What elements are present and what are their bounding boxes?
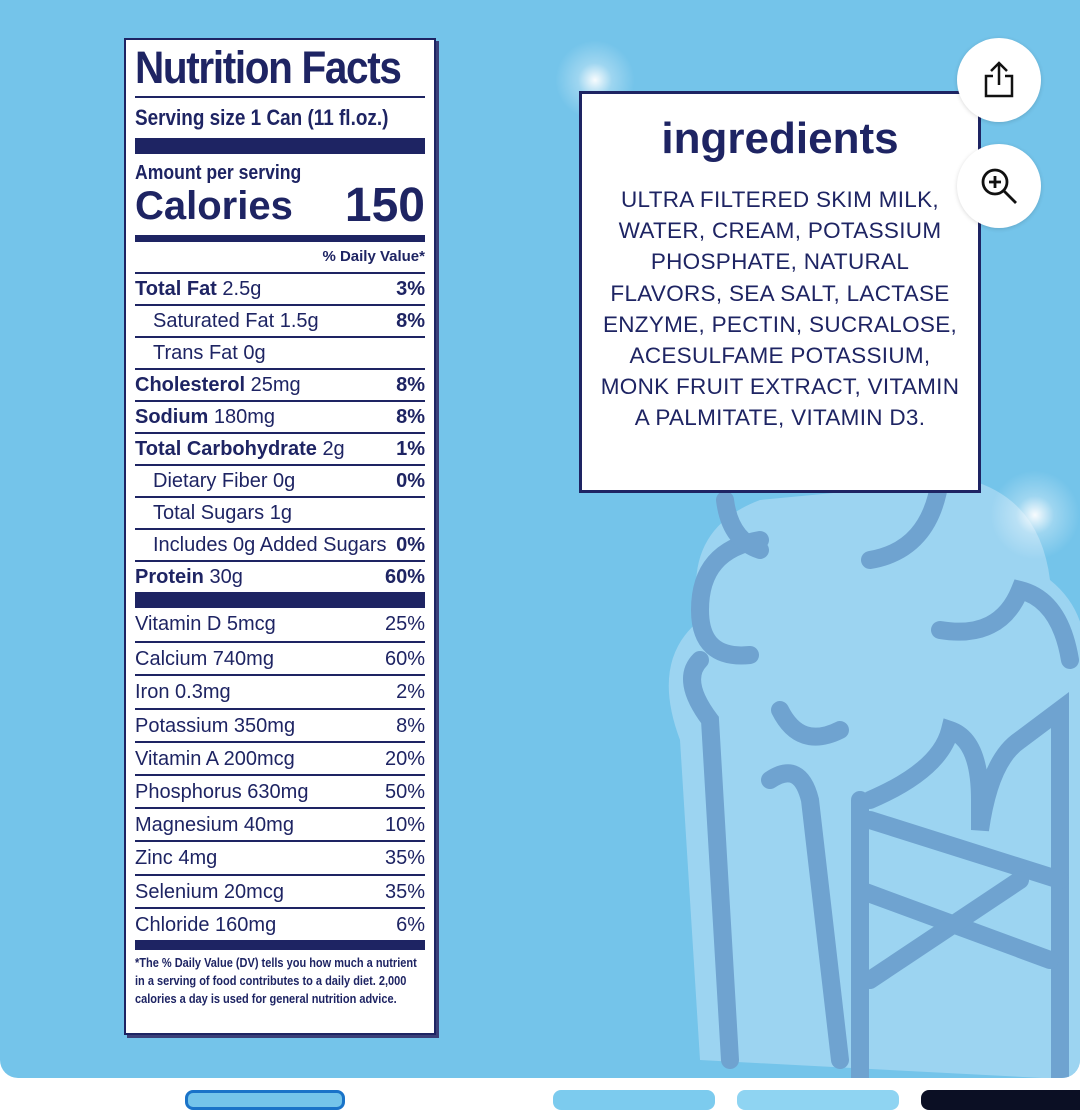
nutrient-percent: 8%	[396, 374, 425, 396]
share-icon	[984, 61, 1014, 98]
nutrient-row: Total Fat 2.5g 3%	[135, 272, 425, 304]
daily-value-header: % Daily Value*	[322, 248, 425, 265]
vitamin-percent: 35%	[384, 880, 425, 903]
nutrient-row: Total Carbohydrate 2g 1%	[135, 432, 425, 464]
calories-value: 150	[344, 179, 425, 232]
vitamin-percent: 50%	[384, 780, 425, 803]
nutrition-facts-title: Nutrition Facts	[135, 42, 402, 93]
nutrient-name: Includes 0g Added Sugars	[153, 534, 387, 556]
nutrient-name: Sodium 180mg	[135, 406, 276, 428]
vitamin-name: Magnesium 40mg	[135, 814, 294, 837]
vitamin-name: Calcium 740mg	[135, 648, 274, 671]
vitamin-percent: 6%	[396, 913, 425, 936]
nutrient-name: Dietary Fiber 0g	[153, 470, 296, 492]
share-button[interactable]	[957, 38, 1041, 122]
nutrient-name: Total Fat 2.5g	[135, 278, 262, 300]
vitamin-name: Chloride 160mg	[135, 913, 277, 936]
calories-label: Calories	[135, 184, 293, 228]
vitamin-row: Calcium 740mg 60%	[135, 641, 425, 674]
serving-size: Serving size 1 Can (11 fl.oz.)	[135, 105, 389, 130]
nutrient-row: Total Sugars 1g	[135, 496, 425, 528]
nutrient-row: Includes 0g Added Sugars 0%	[135, 528, 425, 560]
nutrient-percent: 0%	[396, 470, 425, 492]
vitamin-percent: 20%	[384, 747, 425, 770]
nutrition-facts-label: Nutrition Facts Serving size 1 Can (11 f…	[124, 38, 436, 1035]
nutrient-row: Sodium 180mg 8%	[135, 400, 425, 432]
vitamin-percent: 2%	[396, 681, 425, 704]
vitamin-name: Potassium 350mg	[135, 714, 296, 737]
vitamin-row: Vitamin D 5mcg 25%	[135, 608, 425, 641]
ingredients-panel: ingredients ULTRA FILTERED SKIM MILK, WA…	[579, 91, 981, 493]
vitamin-name: Vitamin A 200mcg	[135, 747, 295, 770]
vitamin-name: Iron 0.3mg	[135, 681, 231, 704]
nutrient-name: Saturated Fat 1.5g	[153, 310, 319, 332]
nutrient-row: Protein 30g 60%	[135, 560, 425, 592]
nutrient-name: Total Sugars 1g	[153, 502, 292, 524]
ice-cream-illustration	[668, 471, 1080, 1078]
product-image: Nutrition Facts Serving size 1 Can (11 f…	[0, 0, 1080, 1078]
nutrient-name: Total Carbohydrate 2g	[135, 438, 345, 460]
zoom-in-icon	[981, 168, 1017, 204]
calories-row: Calories 150	[135, 179, 425, 235]
vitamin-row: Vitamin A 200mcg 20%	[135, 740, 425, 774]
vitamin-percent: 10%	[384, 814, 425, 837]
thumbnail[interactable]	[185, 1090, 345, 1110]
vitamin-row: Phosphorus 630mg 50%	[135, 773, 425, 807]
vitamin-percent: 60%	[384, 648, 425, 671]
nutrient-percent: 0%	[396, 534, 425, 556]
vitamin-name: Selenium 20mcg	[135, 880, 284, 903]
vitamin-percent: 8%	[396, 714, 425, 737]
nutrient-name: Cholesterol 25mg	[135, 374, 301, 396]
vitamin-row: Chloride 160mg 6%	[135, 906, 425, 940]
amount-per-serving: Amount per serving	[135, 162, 302, 184]
thumbnail[interactable]	[921, 1090, 1080, 1110]
footnote: *The % Daily Value (DV) tells you how mu…	[135, 955, 417, 1006]
vitamin-row: Potassium 350mg 8%	[135, 707, 425, 741]
sparkle	[990, 470, 1080, 560]
nutrient-percent: 8%	[396, 310, 425, 332]
nutrient-name: Protein 30g	[135, 566, 243, 588]
vitamin-name: Vitamin D 5mcg	[135, 613, 276, 635]
zoom-button[interactable]	[957, 144, 1041, 228]
ingredients-title: ingredients	[661, 114, 899, 163]
nutrient-percent: 1%	[396, 438, 425, 460]
nutrient-row: Trans Fat 0g	[135, 336, 425, 368]
nutrient-percent: 60%	[384, 566, 425, 588]
vitamin-row: Zinc 4mg 35%	[135, 840, 425, 873]
ingredients-text: ULTRA FILTERED SKIM MILK, WATER, CREAM, …	[600, 187, 960, 431]
vitamin-percent: 25%	[384, 613, 425, 635]
nutrient-row: Cholesterol 25mg 8%	[135, 368, 425, 400]
nutrient-percent: 8%	[396, 406, 425, 428]
vitamin-row: Iron 0.3mg 2%	[135, 674, 425, 707]
nutrient-name: Trans Fat 0g	[153, 342, 266, 364]
thumbnail[interactable]	[737, 1090, 899, 1110]
nutrient-row: Dietary Fiber 0g 0%	[135, 464, 425, 496]
thumbnail[interactable]	[553, 1090, 715, 1110]
vitamin-row: Selenium 20mcg 35%	[135, 873, 425, 907]
vitamin-name: Zinc 4mg	[135, 847, 218, 870]
nutrient-row: Saturated Fat 1.5g 8%	[135, 304, 425, 336]
vitamin-row: Magnesium 40mg 10%	[135, 807, 425, 840]
vitamin-name: Phosphorus 630mg	[135, 780, 309, 803]
nutrient-percent: 3%	[396, 278, 425, 300]
vitamin-percent: 35%	[384, 847, 425, 870]
